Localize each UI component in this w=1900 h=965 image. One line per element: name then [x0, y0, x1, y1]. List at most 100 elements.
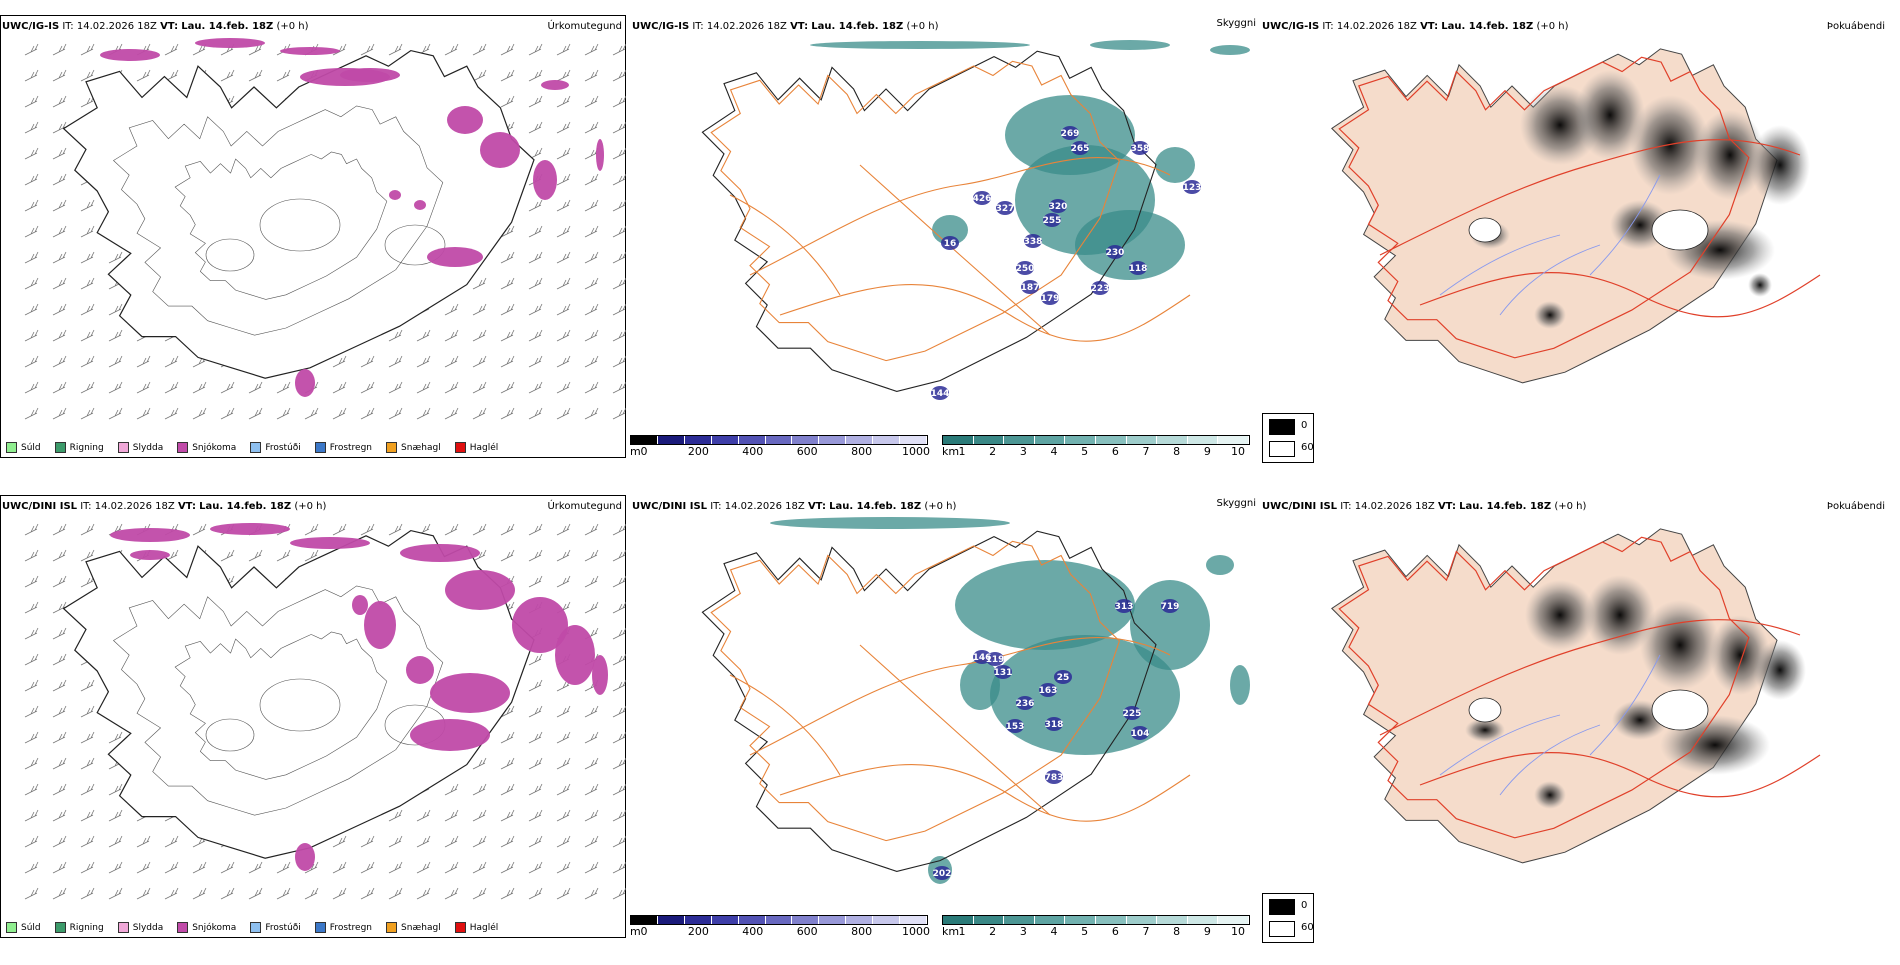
- visibility-patch: [1090, 40, 1170, 50]
- colorbar-bin: [684, 436, 712, 444]
- colorbar-bin: [1065, 436, 1096, 444]
- cloudbase-patch: [986, 652, 1004, 666]
- panel-title: UWC/DINI ISL IT: 14.02.2026 18Z VT: Lau.…: [2, 501, 326, 512]
- colorbar-tick: 0: [640, 925, 648, 938]
- lead-time: (+0 h): [276, 21, 309, 32]
- fog-patch: [1754, 640, 1806, 700]
- vt-label: VT:: [1437, 501, 1456, 512]
- colorbar-bin: [657, 436, 685, 444]
- fog-index-map: [1331, 528, 1821, 864]
- legend-item: Slydda: [117, 442, 163, 453]
- cloudbase-value: 320: [1049, 202, 1068, 212]
- colorbar-bin: [873, 916, 901, 924]
- panel-title: UWC/DINI ISL IT: 14.02.2026 18Z VT: Lau.…: [632, 501, 956, 512]
- cloudbase-patch: [994, 665, 1012, 679]
- it-label: IT:: [692, 21, 704, 32]
- model-name: UWC/DINI ISL: [1262, 501, 1338, 512]
- legend-label: Rigning: [69, 922, 104, 933]
- legend-swatch: [177, 442, 189, 453]
- fog-patch: [1534, 301, 1566, 329]
- legend-swatch: [6, 922, 17, 933]
- precip-type-map: [24, 523, 626, 900]
- colorbar-bin: [1187, 436, 1219, 444]
- colorbar-bin: [873, 436, 901, 444]
- lead-time: (+0 h): [294, 501, 327, 512]
- parameter-name: Úrkomutegund: [547, 21, 622, 32]
- iceland-coastline: [701, 530, 1157, 872]
- legend-item: Frostúði: [250, 442, 301, 453]
- iceland-land: [1331, 528, 1778, 864]
- colorbar-unit: km: [942, 445, 960, 458]
- colorbar-tick: 3: [1019, 445, 1027, 458]
- legend-swatch: [250, 442, 262, 453]
- vt-value: Lau. 14.feb. 18Z: [1459, 501, 1552, 512]
- legend-swatch: [117, 442, 129, 453]
- parameter-name: Skyggni: [1216, 498, 1256, 509]
- legend-item: Snæhagl: [386, 442, 441, 453]
- legend-swatch: [454, 442, 466, 453]
- visibility-patch: [770, 517, 1010, 529]
- colorbar-tick: 0: [640, 445, 648, 458]
- panel-title: UWC/DINI ISL IT: 14.02.2026 18Z VT: Lau.…: [1262, 501, 1586, 512]
- model-name: UWC/IG-IS: [2, 21, 60, 32]
- visibility-map: 269 265 358 426 327 320 255 338 123 230 118 16 250 18…: [701, 40, 1250, 400]
- legend-swatch: [6, 442, 17, 453]
- cloudbase-patch: [973, 191, 991, 205]
- colorbar-bin: [900, 436, 927, 444]
- cloudbase-value: 163: [1039, 686, 1058, 696]
- visibility-patch: [1230, 665, 1250, 705]
- cloudbase-value: 225: [1123, 709, 1142, 719]
- colorbar-bin: [711, 916, 739, 924]
- snow-patch: [430, 673, 510, 713]
- cloudbase-value: 153: [1006, 722, 1025, 732]
- colorbar-bin: [973, 916, 1005, 924]
- vt-value: Lau. 14.feb. 18Z: [811, 21, 904, 32]
- lead-time: (+0 h): [1554, 501, 1587, 512]
- colorbar-bin: [1034, 436, 1066, 444]
- visibility-patch: [1155, 147, 1195, 183]
- it-label: IT:: [62, 21, 74, 32]
- fog-index-legend: 0 60: [1262, 893, 1314, 943]
- road-network: [710, 60, 1191, 362]
- colorbar-tick: 1: [958, 925, 966, 938]
- snow-patch: [290, 537, 370, 549]
- legend-item: Snjókoma: [177, 922, 236, 933]
- fog-swatch-60: [1269, 921, 1295, 937]
- colorbar-gradient: [630, 435, 928, 445]
- iceland-coastline: [701, 50, 1157, 392]
- colorbar-bin: [1187, 916, 1219, 924]
- cloudbase-patch: [933, 866, 951, 880]
- colorbar-tick: 400: [742, 925, 764, 938]
- road-network: [1338, 56, 1821, 359]
- cloudbase-value: 327: [996, 204, 1015, 214]
- fog-patch: [1575, 70, 1645, 160]
- panel-visibility: UWC/DINI ISL IT: 14.02.2026 18Z VT: Lau.…: [630, 495, 1258, 945]
- it-label: IT:: [1340, 501, 1352, 512]
- colorbar-bin: [765, 916, 793, 924]
- cloudbase-value: 25: [1057, 673, 1070, 683]
- snow-patch: [480, 132, 520, 168]
- cloudbase-value: 426: [973, 194, 992, 204]
- legend-item: Súld: [6, 442, 41, 453]
- iceland-coastline: [62, 49, 535, 379]
- colorbar-tick: 9: [1203, 925, 1211, 938]
- cloudbase-value: 783: [1045, 773, 1064, 783]
- vt-label: VT:: [160, 21, 179, 32]
- snow-patch: [447, 106, 483, 134]
- colorbar-unit: m: [630, 445, 641, 458]
- legend-item: Frostúði: [250, 922, 301, 933]
- visibility-patch: [1206, 555, 1234, 575]
- colorbar-tick: 6: [1111, 925, 1119, 938]
- snow-patch: [280, 47, 340, 55]
- it-value: 14.02.2026 18Z: [724, 501, 805, 512]
- fog-patch: [1640, 600, 1720, 690]
- fog-label-0: 0: [1301, 900, 1308, 911]
- cloudbase-value: 318: [1045, 720, 1064, 730]
- panel-fog-index: UWC/IG-IS IT: 14.02.2026 18Z VT: Lau. 14…: [1260, 15, 1900, 465]
- snow-patch: [295, 843, 315, 871]
- cloudbase-colorbar: m 0 200 400 600 800 1000: [630, 915, 930, 945]
- cloudbase-patch: [1021, 280, 1039, 294]
- model-name: UWC/DINI ISL: [2, 501, 78, 512]
- cloudbase-patch: [1043, 213, 1061, 227]
- legend-item: Frostregn: [314, 442, 372, 453]
